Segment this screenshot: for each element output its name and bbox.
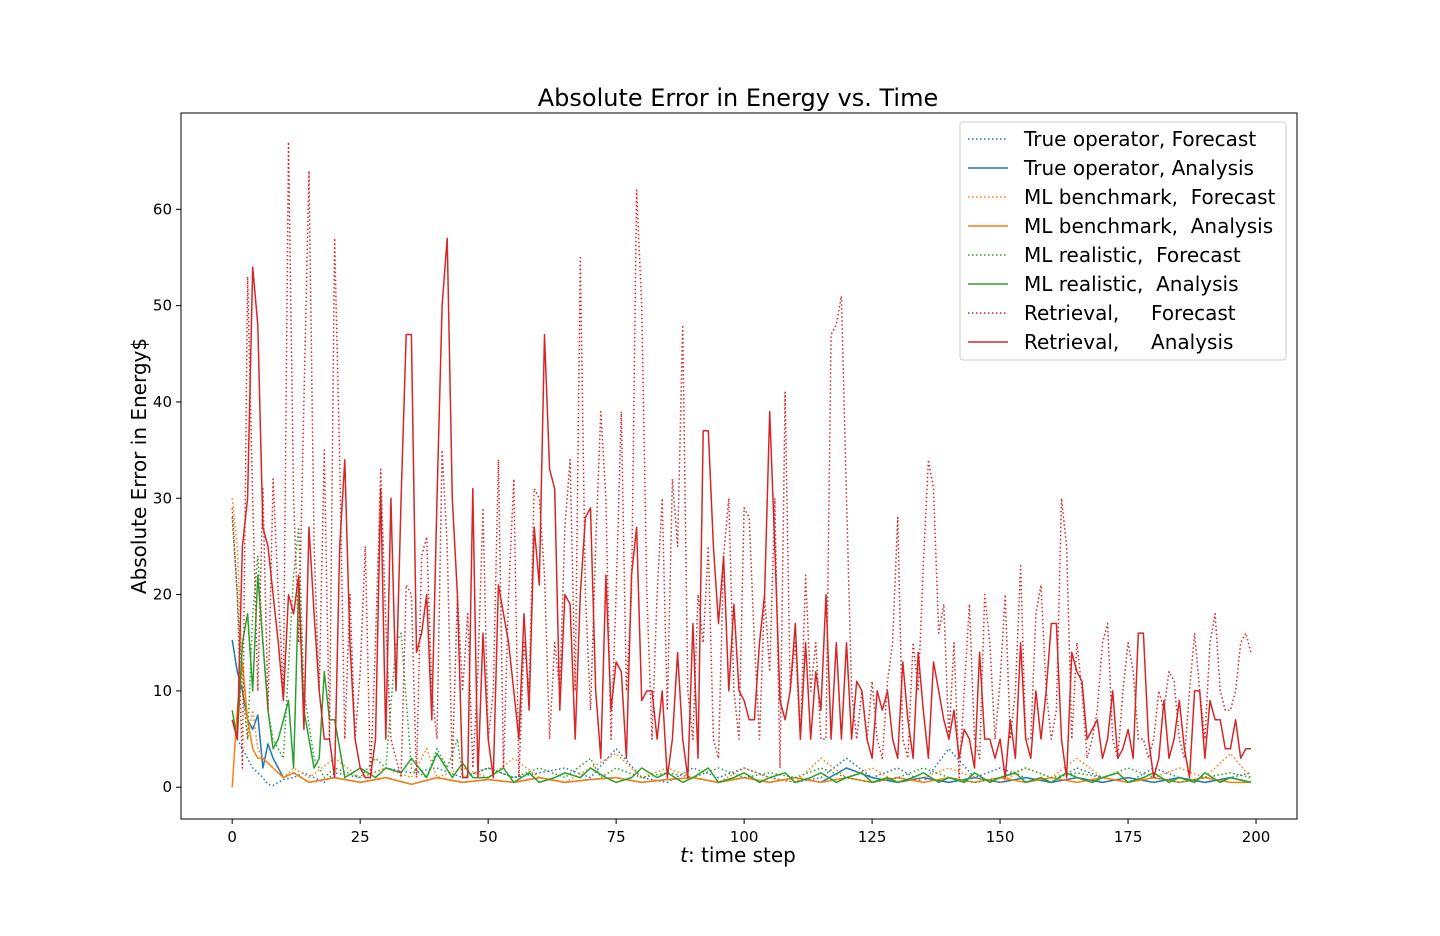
- x-axis-label: t: time step: [680, 843, 796, 867]
- plot-frame: [180, 112, 1298, 820]
- x-tick-label: 25: [351, 828, 370, 846]
- legend-label: ML realistic, Forecast: [1024, 243, 1241, 267]
- series-line-4: [231, 517, 1252, 784]
- y-tick-label: 20: [153, 586, 172, 604]
- x-tick-label: 100: [730, 828, 759, 846]
- series-layer: [231, 141, 1252, 788]
- legend-label: ML benchmark, Forecast: [1024, 185, 1276, 209]
- x-axis: 0 25 50 75 100 125 150 175 200: [227, 819, 1270, 846]
- legend-box: [959, 121, 1287, 361]
- x-tick-label: 150: [986, 828, 1015, 846]
- legend-label: True operator, Analysis: [1023, 156, 1254, 180]
- legend: True operator, Forecast True operator, An…: [959, 121, 1287, 361]
- x-tick-label: 50: [479, 828, 498, 846]
- y-tick-label: 30: [153, 489, 172, 507]
- chart-title: Absolute Error in Energy vs. Time: [538, 84, 939, 112]
- legend-label: True operator, Forecast: [1023, 127, 1256, 151]
- legend-label: ML benchmark, Analysis: [1024, 214, 1273, 238]
- x-tick-label: 0: [227, 828, 237, 846]
- series-line-0: [231, 719, 1252, 787]
- x-tick-label: 175: [1114, 828, 1143, 846]
- y-tick-label: 40: [153, 393, 172, 411]
- legend-label: ML realistic, Analysis: [1024, 272, 1239, 296]
- legend-label: Retrieval, Analysis: [1024, 330, 1233, 354]
- series-line-6: [231, 141, 1252, 779]
- y-axis-label: Absolute Error in Energy$: [127, 338, 151, 594]
- x-tick-label: 75: [607, 828, 626, 846]
- series-line-3: [231, 661, 1251, 788]
- y-tick-label: 50: [153, 297, 172, 315]
- series-line-5: [231, 574, 1252, 784]
- legend-label: Retrieval, Forecast: [1024, 301, 1236, 325]
- y-tick-label: 0: [162, 778, 172, 796]
- series-line-7: [231, 237, 1251, 779]
- y-tick-label: 10: [153, 682, 172, 700]
- x-axis-label-text: : time step: [688, 843, 796, 867]
- x-tick-label: 200: [1242, 828, 1271, 846]
- y-axis: 0 10 20 30 40 50 60: [153, 200, 181, 796]
- x-tick-label: 125: [858, 828, 887, 846]
- y-tick-label: 60: [153, 200, 172, 218]
- x-axis-label-variable: t: [680, 843, 689, 867]
